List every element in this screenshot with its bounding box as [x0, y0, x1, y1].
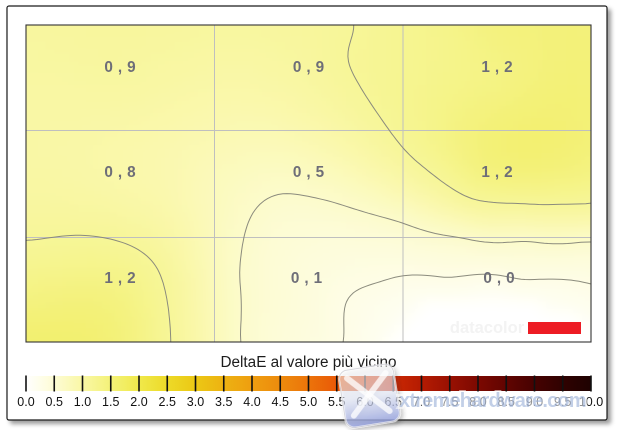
svg-text:4.5: 4.5 — [272, 395, 289, 409]
svg-text:0,0: 0,0 — [483, 270, 519, 287]
svg-text:10.0: 10.0 — [579, 395, 603, 409]
svg-text:8.0: 8.0 — [469, 395, 486, 409]
svg-text:4.0: 4.0 — [243, 395, 260, 409]
svg-text:0.5: 0.5 — [46, 395, 63, 409]
svg-text:0,8: 0,8 — [104, 164, 140, 181]
svg-text:3.5: 3.5 — [215, 395, 232, 409]
svg-text:xtremehardware.com: xtremehardware.com — [399, 390, 586, 412]
svg-text:7.0: 7.0 — [413, 395, 430, 409]
svg-text:2.5: 2.5 — [159, 395, 176, 409]
svg-text:0,9: 0,9 — [104, 59, 140, 76]
svg-text:xtremehardware.com: xtremehardware.com — [399, 390, 586, 412]
svg-text:1,2: 1,2 — [481, 59, 517, 76]
svg-text:9.5: 9.5 — [554, 395, 571, 409]
svg-text:1,2: 1,2 — [104, 270, 140, 287]
svg-text:7.5: 7.5 — [441, 395, 458, 409]
svg-text:9.0: 9.0 — [526, 395, 543, 409]
svg-text:8.5: 8.5 — [498, 395, 515, 409]
svg-text:1.5: 1.5 — [102, 395, 119, 409]
svg-text:0.0: 0.0 — [17, 395, 34, 409]
svg-text:0,1: 0,1 — [291, 270, 327, 287]
svg-text:0,9: 0,9 — [293, 59, 329, 76]
svg-text:0,5: 0,5 — [293, 164, 329, 181]
svg-text:5.0: 5.0 — [300, 395, 317, 409]
svg-text:datacolor: datacolor — [450, 319, 525, 337]
svg-text:2.0: 2.0 — [130, 395, 147, 409]
svg-text:1,2: 1,2 — [481, 164, 517, 181]
svg-text:3.0: 3.0 — [187, 395, 204, 409]
svg-text:DeltaE al valore più vicino: DeltaE al valore più vicino — [220, 354, 396, 371]
svg-text:1.0: 1.0 — [74, 395, 91, 409]
